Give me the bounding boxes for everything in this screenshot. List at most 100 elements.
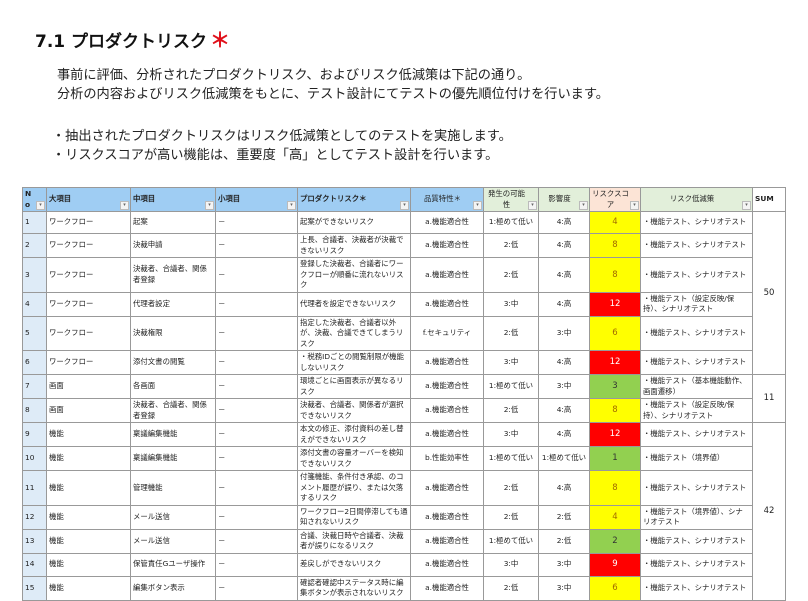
cell-likelihood: 2:低	[483, 398, 539, 423]
cell-risk-score: 8	[589, 398, 641, 423]
cell-risk-score: 8	[589, 470, 641, 506]
table-row: 12 機能 メール送信－ワークフロー2日間停滞しても通知されないリスク a.機能適合性…	[22, 504, 786, 530]
cell-product-risk: 起案ができないリスク	[297, 211, 411, 234]
cell-minor-item: －	[215, 398, 298, 423]
cell-major-item: 機能	[46, 422, 131, 447]
cell-product-risk: 環境ごとに画面表示が異なるリスク	[297, 374, 411, 399]
cell-mitigation: ・機能テスト、シナリオテスト	[640, 528, 753, 554]
cell-impact: 2:低	[538, 528, 590, 554]
cell-minor-item: －	[215, 470, 298, 506]
cell-quality-characteristic: a.機能適合性	[410, 422, 484, 447]
table-row: 7 画面 各画面－環境ごとに画面表示が異なるリスク a.機能適合性 1:極めて低い 3:中…	[22, 374, 786, 423]
cell-no: 7	[22, 374, 47, 399]
cell-impact: 1:極めて低い	[538, 446, 590, 471]
page-title: 7.1 プロダクトリスク＊	[35, 24, 230, 53]
title-text: 7.1 プロダクトリスク	[35, 32, 208, 52]
cell-mitigation: ・機能テスト（設定反映/保持）、シナリオテスト	[640, 291, 753, 317]
filter-dropdown-icon[interactable]: ▾	[205, 201, 214, 210]
cell-likelihood: 3:中	[483, 291, 539, 317]
cell-risk-score: 9	[589, 552, 641, 577]
cell-no: 5	[22, 315, 47, 351]
cell-no: 13	[22, 528, 47, 554]
cell-likelihood: 2:低	[483, 504, 539, 530]
filter-dropdown-icon[interactable]: ▾	[36, 201, 45, 210]
cell-mitigation: ・機能テスト（設定反映/保持）、シナリオテスト	[640, 398, 753, 423]
cell-product-risk: 差戻しができないリスク	[297, 552, 411, 577]
filter-dropdown-icon[interactable]: ▾	[528, 201, 537, 210]
cell-sum: 11	[752, 374, 786, 423]
header-label: プロダクトリスク＊	[300, 194, 367, 204]
filter-dropdown-icon[interactable]: ▾	[287, 201, 296, 210]
cell-likelihood: 2:低	[483, 470, 539, 506]
cell-major-item: 機能	[46, 504, 131, 530]
cell-likelihood: 3:中	[483, 350, 539, 375]
cell-risk-score: 2	[589, 528, 641, 554]
cell-mid-item: メール送信	[130, 504, 216, 530]
cell-quality-characteristic: a.機能適合性	[410, 528, 484, 554]
header-label: リスクスコア	[592, 189, 629, 209]
cell-no: 6	[22, 350, 47, 375]
cell-product-risk: 指定した決裁者、合議者以外が、決裁、合議できてしまうリスク	[297, 315, 411, 351]
cell-quality-characteristic: a.機能適合性	[410, 211, 484, 234]
filter-dropdown-icon[interactable]: ▾	[400, 201, 409, 210]
cell-impact: 4:高	[538, 350, 590, 375]
header-quality-characteristic: 品質特性＊ ▾	[410, 187, 484, 212]
cell-mid-item: 決裁権限	[130, 315, 216, 351]
cell-product-risk: 添付文書の容量オーバーを検知できないリスク	[297, 446, 411, 471]
cell-risk-score: 12	[589, 350, 641, 375]
cell-risk-score: 8	[589, 233, 641, 258]
filter-dropdown-icon[interactable]: ▾	[742, 201, 751, 210]
cell-product-risk: 登録した決裁者、合議者にワークフローが順番に流れないリスク	[297, 257, 411, 293]
cell-no: 11	[22, 470, 47, 506]
cell-product-risk: ・税務IDごとの閲覧制限が機能しないリスク	[297, 350, 411, 375]
cell-likelihood: 2:低	[483, 315, 539, 351]
cell-impact: 4:高	[538, 211, 590, 234]
cell-mid-item: 各画面	[130, 374, 216, 399]
cell-risk-score: 3	[589, 374, 641, 399]
filter-dropdown-icon[interactable]: ▾	[473, 201, 482, 210]
cell-mitigation: ・機能テスト、シナリオテスト	[640, 422, 753, 447]
cell-mid-item: メール送信	[130, 528, 216, 554]
cell-product-risk: 決裁者、合議者、関係者が選択できないリスク	[297, 398, 411, 423]
table-row: 11 機能 管理機能－付箋機能、条件付き承認、のコメント履歴が誤り、または欠落するリ…	[22, 470, 786, 506]
cell-risk-score: 6	[589, 575, 641, 601]
bullet-line-2: ・リスクスコアが高い機能は、重要度「高」としてテスト設計を行います。	[52, 148, 499, 163]
cell-mitigation: ・機能テスト、シナリオテスト	[640, 575, 753, 601]
cell-product-risk: 代理者を設定できないリスク	[297, 291, 411, 317]
header-mid-item: 中項目 ▾	[130, 187, 216, 212]
cell-risk-score: 4	[589, 211, 641, 234]
header-product-risk: プロダクトリスク＊ ▾	[297, 187, 411, 212]
header-label: 中項目	[133, 194, 156, 204]
cell-major-item: ワークフロー	[46, 291, 131, 317]
cell-quality-characteristic: b.性能効率性	[410, 446, 484, 471]
filter-dropdown-icon[interactable]: ▾	[630, 201, 639, 210]
cell-quality-characteristic: f.セキュリティ	[410, 315, 484, 351]
header-mitigation: リスク低減策 ▾	[640, 187, 753, 212]
table-row: 3 ワークフロー 決裁者、合議者、関係者登録－登録した決裁者、合議者にワークフローが…	[22, 257, 786, 293]
product-risk-table: No ▾ 大項目 ▾ 中項目 ▾ 小項目 ▾ プロダクトリスク＊ ▾ 品質特性＊ ▾ 発生の可能性 ▾ 影響…	[22, 187, 786, 601]
cell-major-item: 画面	[46, 398, 131, 423]
cell-impact: 3:中	[538, 374, 590, 399]
header-label: SUM	[755, 194, 774, 204]
filter-dropdown-icon[interactable]: ▾	[579, 201, 588, 210]
cell-impact: 3:中	[538, 552, 590, 577]
header-likelihood: 発生の可能性 ▾	[483, 187, 539, 212]
cell-mitigation: ・機能テスト（境界値）、シナリオテスト	[640, 504, 753, 530]
cell-minor-item: －	[215, 504, 298, 530]
cell-mitigation: ・機能テスト（境界値）	[640, 446, 753, 471]
table-row: 4 ワークフロー 代理者設定－代理者を設定できないリスク a.機能適合性 3:中 4:高 1…	[22, 291, 786, 317]
cell-product-risk: 本文の修正、添付資料の差し替えができないリスク	[297, 422, 411, 447]
cell-mitigation: ・機能テスト、シナリオテスト	[640, 211, 753, 234]
cell-minor-item: －	[215, 233, 298, 258]
header-impact: 影響度 ▾	[538, 187, 590, 212]
cell-product-risk: 確認者確認中ステータス時に編集ボタンが表示されないリスク	[297, 575, 411, 601]
header-label: リスク低減策	[669, 194, 715, 204]
table-row: 9 機能 稟議編集機能－本文の修正、添付資料の差し替えができないリスク a.機能適合性…	[22, 422, 786, 601]
cell-likelihood: 2:低	[483, 233, 539, 258]
cell-major-item: 機能	[46, 575, 131, 601]
cell-likelihood: 1:極めて低い	[483, 528, 539, 554]
cell-minor-item: －	[215, 350, 298, 375]
cell-major-item: 機能	[46, 528, 131, 554]
filter-dropdown-icon[interactable]: ▾	[120, 201, 129, 210]
cell-mid-item: 編集ボタン表示	[130, 575, 216, 601]
